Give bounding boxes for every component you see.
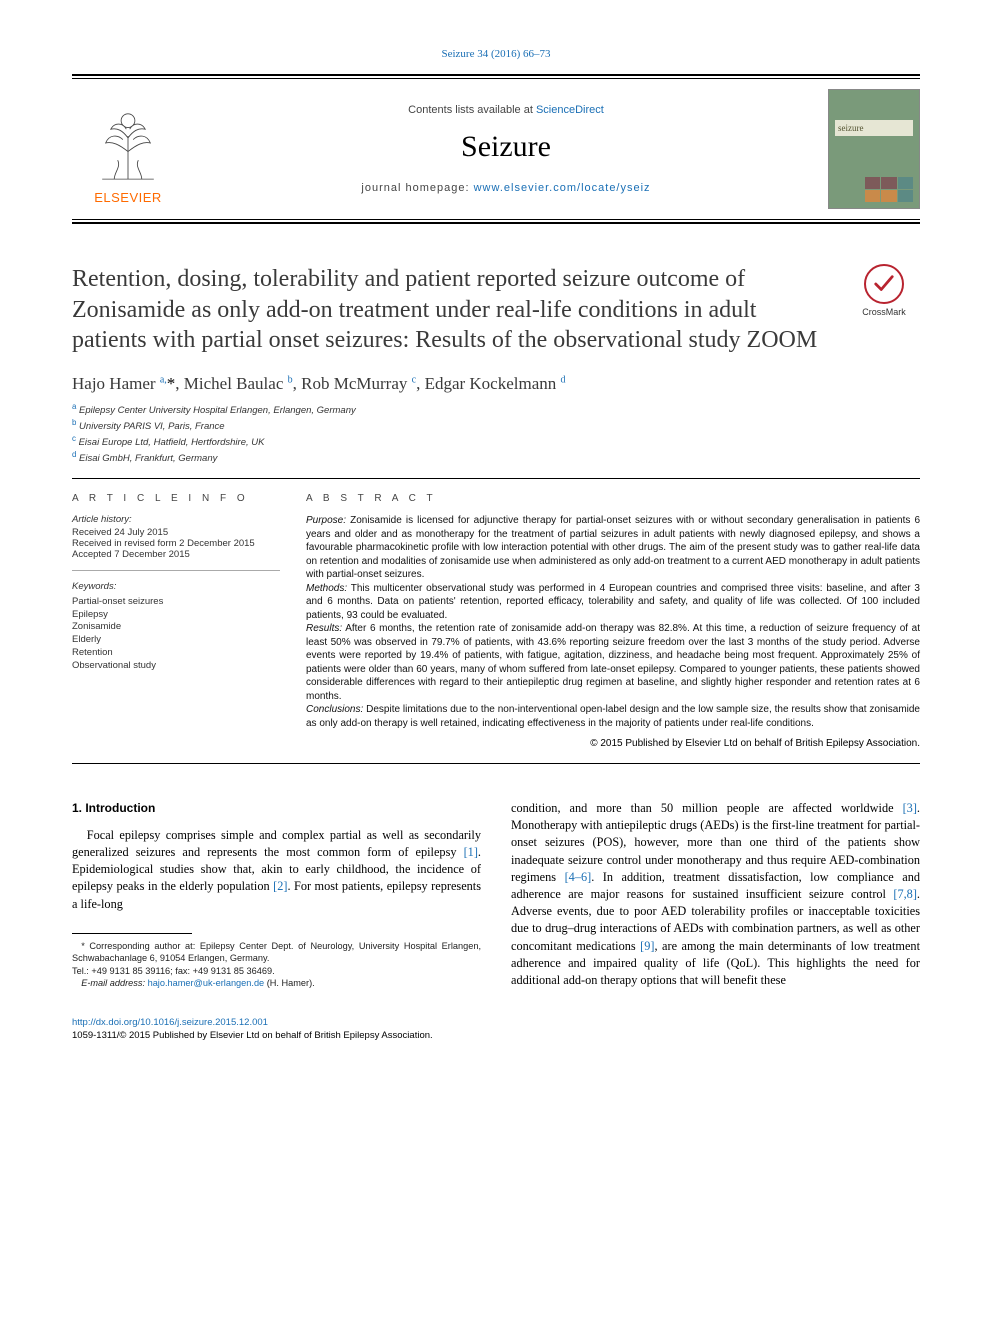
section-heading-introduction: 1. Introduction xyxy=(72,800,481,817)
body-columns: 1. Introduction Focal epilepsy comprises… xyxy=(72,800,920,990)
history-label: Article history: xyxy=(72,514,280,525)
author-list: Hajo Hamer a,*, Michel Baulac b, Rob McM… xyxy=(72,374,920,394)
cover-grid xyxy=(865,177,913,202)
homepage-line: journal homepage: www.elsevier.com/locat… xyxy=(200,182,812,194)
article-identifiers: http://dx.doi.org/10.1016/j.seizure.2015… xyxy=(72,1016,920,1043)
abstract-body: Purpose: Zonisamide is licensed for adju… xyxy=(306,514,920,730)
doi-link[interactable]: http://dx.doi.org/10.1016/j.seizure.2015… xyxy=(72,1017,268,1028)
abstract-conclusions: Despite limitations due to the non-inter… xyxy=(306,704,920,729)
intro-paragraph-cont: condition, and more than 50 million peop… xyxy=(511,800,920,989)
keyword: Partial-onset seizures xyxy=(72,596,280,609)
affiliation: a Epilepsy Center University Hospital Er… xyxy=(72,402,920,418)
keyword: Zonisamide xyxy=(72,621,280,634)
abstract-conclusions-label: Conclusions: xyxy=(306,704,363,715)
intro-paragraph: Focal epilepsy comprises simple and comp… xyxy=(72,827,481,913)
abstract-methods: This multicenter observational study was… xyxy=(306,583,920,621)
contents-prefix: Contents lists available at xyxy=(408,104,536,116)
masthead: ELSEVIER Contents lists available at Sci… xyxy=(72,74,920,224)
email-suffix: (H. Hamer). xyxy=(264,978,315,988)
keywords-label: Keywords: xyxy=(72,581,280,594)
history-accepted: Accepted 7 December 2015 xyxy=(72,549,280,560)
publisher-name: ELSEVIER xyxy=(94,190,162,205)
corresponding-tel: Tel.: +49 9131 85 39116; fax: +49 9131 8… xyxy=(72,965,481,977)
crossmark-label: CrossMark xyxy=(862,307,906,317)
history-received: Received 24 July 2015 xyxy=(72,527,280,538)
footnotes: * Corresponding author at: Epilepsy Cent… xyxy=(72,940,481,990)
article-info-column: A R T I C L E I N F O Article history: R… xyxy=(72,493,280,749)
abstract-column: A B S T R A C T Purpose: Zonisamide is l… xyxy=(306,493,920,749)
article-info-heading: A R T I C L E I N F O xyxy=(72,493,280,504)
abstract-methods-label: Methods: xyxy=(306,583,347,594)
abstract-copyright: © 2015 Published by Elsevier Ltd on beha… xyxy=(306,738,920,749)
article-title: Retention, dosing, tolerability and pati… xyxy=(72,264,832,356)
homepage-prefix: journal homepage: xyxy=(361,182,473,194)
crossmark-icon xyxy=(864,264,904,304)
abstract-results: After 6 months, the retention rate of zo… xyxy=(306,623,920,702)
affiliation: d Eisai GmbH, Frankfurt, Germany xyxy=(72,450,920,466)
abstract-purpose: Zonisamide is licensed for adjunctive th… xyxy=(306,515,920,580)
history-revised: Received in revised form 2 December 2015 xyxy=(72,538,280,549)
abstract-purpose-label: Purpose: xyxy=(306,515,346,526)
affiliation: b University PARIS VI, Paris, France xyxy=(72,418,920,434)
corresponding-email-link[interactable]: hajo.hamer@uk-erlangen.de xyxy=(148,978,265,988)
publisher-logo: ELSEVIER xyxy=(72,89,184,209)
abstract-results-label: Results: xyxy=(306,623,342,634)
sciencedirect-link[interactable]: ScienceDirect xyxy=(536,104,604,116)
affiliations: a Epilepsy Center University Hospital Er… xyxy=(72,402,920,466)
keyword: Epilepsy xyxy=(72,609,280,622)
journal-title: Seizure xyxy=(200,130,812,164)
journal-citation: Seizure 34 (2016) 66–73 xyxy=(72,48,920,60)
keyword: Observational study xyxy=(72,660,280,673)
email-label: E-mail address: xyxy=(81,978,145,988)
keyword: Elderly xyxy=(72,634,280,647)
homepage-link[interactable]: www.elsevier.com/locate/yseiz xyxy=(474,182,651,194)
cover-band: seizure xyxy=(835,120,913,136)
elsevier-tree-icon xyxy=(85,100,171,186)
keywords-block: Keywords: Partial-onset seizures Epileps… xyxy=(72,581,280,673)
footnote-separator xyxy=(72,933,192,934)
abstract-heading: A B S T R A C T xyxy=(306,493,920,504)
keyword: Retention xyxy=(72,647,280,660)
issn-copyright: 1059-1311/© 2015 Published by Elsevier L… xyxy=(72,1030,433,1041)
affiliation: c Eisai Europe Ltd, Hatfield, Hertfordsh… xyxy=(72,434,920,450)
article-history: Article history: Received 24 July 2015 R… xyxy=(72,514,280,571)
corresponding-label: * Corresponding author at: xyxy=(81,941,195,951)
contents-line: Contents lists available at ScienceDirec… xyxy=(200,104,812,116)
crossmark-badge[interactable]: CrossMark xyxy=(848,264,920,317)
journal-cover-thumbnail: seizure xyxy=(828,89,920,209)
